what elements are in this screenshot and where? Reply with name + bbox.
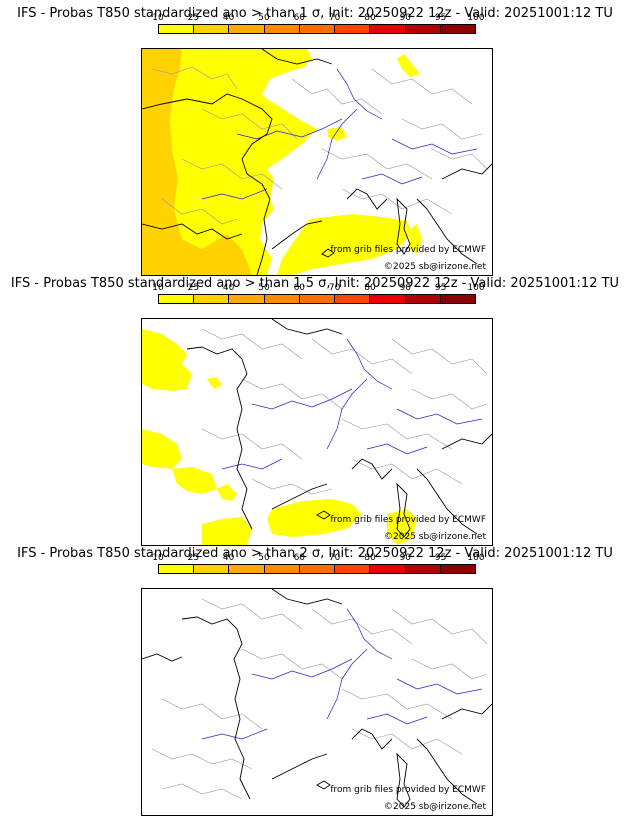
colorbar-segment — [405, 565, 441, 573]
colorbar-segment — [159, 295, 195, 303]
tick-label: 100 — [467, 553, 485, 563]
colorbar-segment — [194, 565, 230, 573]
coastline — [142, 49, 492, 275]
tick-label: 50 — [258, 13, 270, 23]
copyright-credit: ©2025 sb@irizone.net — [384, 802, 486, 812]
rivers — [201, 68, 478, 200]
admin-borders — [201, 328, 488, 495]
tick-label: 40 — [222, 283, 235, 293]
tick-label: 40 — [222, 553, 235, 563]
panel-title: IFS - Probas T850 standardized ano > tha… — [10, 276, 620, 291]
tick-label: 25 — [187, 13, 200, 23]
tick-label: 10 — [152, 283, 164, 293]
tick-label: 95 — [434, 13, 447, 23]
source-credit: from grib files provided by ECMWF — [330, 785, 486, 795]
tick-label: 25 — [187, 553, 200, 563]
tick-label: 90 — [399, 283, 412, 293]
colorbar-segment — [159, 565, 195, 573]
colorbar-segment — [335, 565, 371, 573]
source-credit: from grib files provided by ECMWF — [330, 245, 486, 255]
copyright-credit: ©2025 sb@irizone.net — [384, 532, 486, 542]
tick-label: 100 — [467, 13, 485, 23]
tick-label: 90 — [399, 553, 412, 563]
rivers — [201, 608, 483, 740]
colorbar-segment — [440, 565, 475, 573]
colorbar-segment — [440, 25, 475, 33]
rivers — [221, 338, 483, 470]
tick-label: 10 — [152, 13, 164, 23]
colorbar-segment — [299, 25, 336, 33]
copyright-credit: ©2025 sb@irizone.net — [384, 262, 486, 272]
admin-borders — [151, 66, 488, 225]
colorbar-ticks: 10 25 40 50 60 70 80 90 95 100 — [152, 283, 484, 294]
map-panel-2: IFS - Probas T850 standardized ano > tha… — [0, 270, 630, 546]
probability-map: from grib files provided by ECMWF ©2025 … — [141, 588, 493, 816]
tick-label: 70 — [328, 283, 341, 293]
tick-label: 80 — [364, 553, 376, 563]
colorbar-segment — [370, 565, 406, 573]
colorbar-segment — [370, 25, 406, 33]
tick-label: 60 — [293, 13, 306, 23]
tick-label: 90 — [399, 13, 412, 23]
tick-label: 70 — [328, 553, 341, 563]
colorbar-segment — [299, 295, 336, 303]
source-credit: from grib files provided by ECMWF — [330, 515, 486, 525]
tick-label: 25 — [187, 283, 200, 293]
map-panel-3: IFS - Probas T850 standardized ano > tha… — [0, 540, 630, 816]
tick-label: 80 — [364, 283, 376, 293]
colorbar-segment — [335, 295, 371, 303]
map-svg — [142, 49, 492, 275]
colorbar-ticks: 10 25 40 50 60 70 80 90 95 100 — [152, 553, 484, 564]
prob-field-yellow — [142, 329, 417, 545]
tick-label: 40 — [222, 13, 235, 23]
colorbar — [158, 24, 476, 34]
probability-map: from grib files provided by ECMWF ©2025 … — [141, 48, 493, 276]
colorbar — [158, 564, 476, 574]
colorbar-segment — [335, 25, 371, 33]
colorbar-segment — [264, 25, 300, 33]
colorbar-segment — [194, 25, 230, 33]
panel-title: IFS - Probas T850 standardized ano > tha… — [17, 6, 613, 21]
tick-label: 95 — [434, 283, 447, 293]
tick-label: 95 — [434, 553, 447, 563]
tick-label: 10 — [152, 553, 164, 563]
panel-title: IFS - Probas T850 standardized ano > tha… — [17, 546, 613, 561]
coastline — [186, 319, 492, 538]
tick-label: 80 — [364, 13, 376, 23]
colorbar-segment — [229, 295, 265, 303]
colorbar — [158, 294, 476, 304]
map-svg — [142, 589, 492, 808]
colorbar-ticks: 10 25 40 50 60 70 80 90 95 100 — [152, 13, 484, 24]
map-panel-1: IFS - Probas T850 standardized ano > tha… — [0, 0, 630, 276]
colorbar-segment — [405, 25, 441, 33]
admin-borders — [151, 598, 488, 800]
colorbar-segment — [229, 25, 265, 33]
colorbar-segment — [405, 295, 441, 303]
tick-label: 50 — [258, 553, 270, 563]
tick-label: 100 — [467, 283, 485, 293]
map-svg — [142, 319, 492, 545]
tick-label: 60 — [293, 283, 306, 293]
tick-label: 60 — [293, 553, 306, 563]
prob-field-yellow — [170, 49, 422, 275]
colorbar-segment — [370, 295, 406, 303]
colorbar-segment — [264, 565, 300, 573]
colorbar-segment — [159, 25, 195, 33]
probability-map: from grib files provided by ECMWF ©2025 … — [141, 318, 493, 546]
colorbar-segment — [440, 295, 475, 303]
colorbar-segment — [264, 295, 300, 303]
tick-label: 50 — [258, 283, 270, 293]
colorbar-segment — [229, 565, 265, 573]
tick-label: 70 — [328, 13, 341, 23]
colorbar-segment — [194, 295, 230, 303]
coastline — [142, 589, 492, 808]
prob-field-gold — [142, 49, 252, 275]
colorbar-segment — [299, 565, 336, 573]
